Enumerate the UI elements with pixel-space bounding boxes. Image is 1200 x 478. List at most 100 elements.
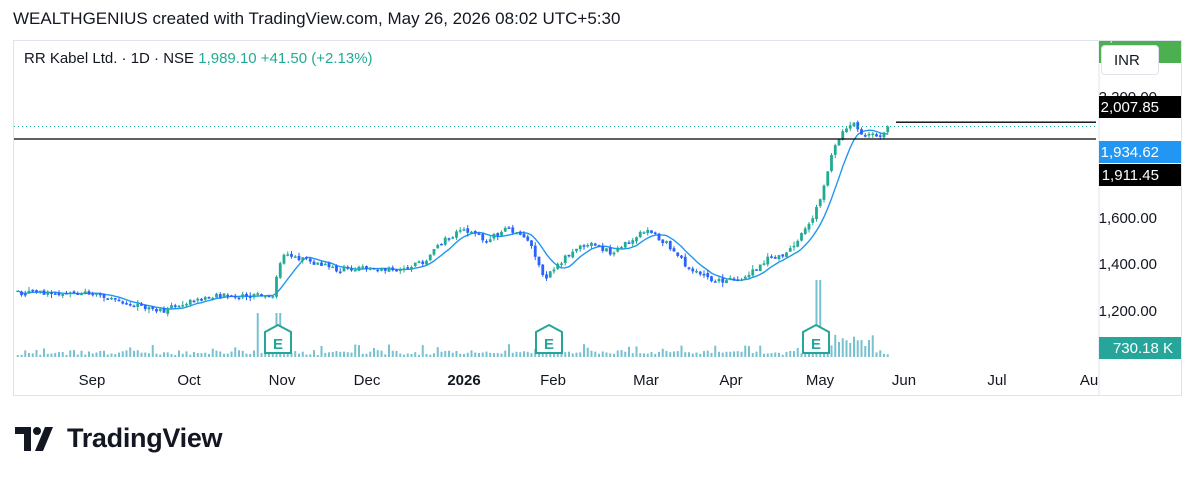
volume-bar bbox=[477, 352, 480, 357]
candle-body bbox=[425, 260, 428, 265]
candle-body bbox=[335, 265, 338, 272]
volume-bar bbox=[16, 355, 19, 357]
volume-bar bbox=[365, 353, 368, 357]
candle-body bbox=[747, 274, 751, 278]
volume-bar bbox=[785, 351, 788, 357]
volume-bar bbox=[222, 353, 225, 357]
candle-body bbox=[256, 293, 260, 295]
candle-body bbox=[113, 298, 117, 300]
volume-bar bbox=[414, 352, 417, 357]
volume-bar bbox=[305, 354, 308, 357]
volume-bar bbox=[316, 354, 319, 357]
chart-caption: WEALTHGENIUS created with TradingView.co… bbox=[13, 9, 621, 28]
volume-bar bbox=[350, 352, 353, 357]
candle-body bbox=[357, 266, 361, 271]
volume-bar bbox=[725, 351, 728, 357]
candle-body bbox=[661, 239, 665, 244]
candle-body bbox=[177, 305, 181, 308]
volume-bar bbox=[301, 351, 304, 357]
candle-body bbox=[50, 292, 53, 295]
volume-bar bbox=[455, 351, 458, 357]
last-price: 1,989.10 bbox=[198, 50, 257, 67]
volume-bar bbox=[72, 350, 75, 357]
volume-bar bbox=[579, 352, 582, 357]
price-label-text: 1,934.62 bbox=[1101, 144, 1159, 161]
currency-button[interactable]: INR bbox=[1101, 45, 1159, 75]
volume-bar bbox=[852, 336, 855, 357]
volume-bar bbox=[425, 353, 428, 357]
price-chart[interactable]: 1,200.001,400.001,600.002,200.00SepOctNo… bbox=[14, 41, 1181, 395]
candle-body bbox=[687, 267, 691, 269]
y-tick-label: 1,600.00 bbox=[1099, 210, 1157, 227]
candle-body bbox=[680, 255, 683, 258]
x-tick-label: Jun bbox=[892, 372, 916, 389]
volume-bar bbox=[545, 352, 548, 357]
candle-body bbox=[27, 290, 31, 294]
volume-bar bbox=[860, 340, 863, 357]
volume-bar bbox=[470, 350, 473, 357]
candle-body bbox=[481, 233, 485, 241]
volume-bar bbox=[462, 353, 465, 357]
candle-body bbox=[492, 233, 496, 239]
candle-body bbox=[230, 295, 233, 297]
candle-body bbox=[248, 296, 252, 298]
candle-body bbox=[162, 308, 166, 313]
candle-body bbox=[503, 227, 507, 232]
volume-bar bbox=[834, 334, 837, 357]
candle-body bbox=[395, 269, 398, 272]
volume-bar bbox=[819, 280, 822, 357]
symbol-legend: RR Kabel Ltd. · 1D · NSE 1,989.10 +41.50… bbox=[24, 50, 373, 67]
candle-body bbox=[106, 298, 110, 300]
volume-bar bbox=[110, 353, 113, 357]
volume-bar bbox=[789, 350, 792, 357]
volume-bar bbox=[616, 350, 619, 357]
candle-body bbox=[818, 199, 822, 207]
candle-body bbox=[803, 228, 807, 235]
volume-bar bbox=[402, 354, 405, 357]
candle-body bbox=[567, 254, 571, 257]
volume-bar bbox=[324, 352, 327, 357]
candle-body bbox=[391, 267, 395, 271]
volume-bar bbox=[129, 347, 132, 357]
volume-bar bbox=[774, 352, 777, 357]
candle-body bbox=[586, 245, 590, 247]
volume-bar bbox=[290, 353, 293, 357]
volume-bar bbox=[594, 351, 597, 357]
candle-body bbox=[860, 129, 863, 135]
x-tick-label: Dec bbox=[354, 372, 381, 389]
volume-bar bbox=[639, 353, 642, 357]
candle-body bbox=[518, 231, 522, 235]
candle-body bbox=[151, 306, 155, 309]
volume-bar bbox=[777, 352, 780, 357]
volume-bar bbox=[117, 352, 120, 357]
volume-bar bbox=[586, 347, 589, 357]
candle-body bbox=[110, 297, 113, 300]
candle-body bbox=[743, 276, 747, 279]
volume-bar bbox=[590, 350, 593, 357]
candle-body bbox=[440, 243, 443, 246]
volume-bar bbox=[687, 352, 690, 357]
volume-bar bbox=[31, 353, 34, 357]
volume-bar bbox=[429, 354, 432, 357]
volume-bar bbox=[474, 352, 477, 357]
candle-body bbox=[781, 254, 785, 257]
volume-bar bbox=[481, 352, 484, 357]
candle-body bbox=[16, 290, 20, 293]
volume-bar bbox=[837, 341, 840, 357]
candle-body bbox=[878, 135, 882, 137]
candle-body bbox=[383, 268, 387, 271]
candle-body bbox=[282, 254, 286, 264]
candle-body bbox=[320, 262, 323, 266]
brand-wordmark: TradingView bbox=[67, 423, 223, 453]
candle-body bbox=[226, 294, 230, 297]
volume-bar bbox=[485, 351, 488, 357]
volume-bar bbox=[507, 344, 510, 357]
volume-bar bbox=[140, 352, 143, 357]
candle-body bbox=[571, 251, 575, 258]
candle-body bbox=[852, 122, 856, 127]
candle-body bbox=[87, 291, 91, 295]
candle-body bbox=[83, 291, 87, 294]
volume-bar bbox=[147, 353, 150, 357]
volume-bar bbox=[646, 353, 649, 357]
candle-body bbox=[376, 269, 380, 272]
